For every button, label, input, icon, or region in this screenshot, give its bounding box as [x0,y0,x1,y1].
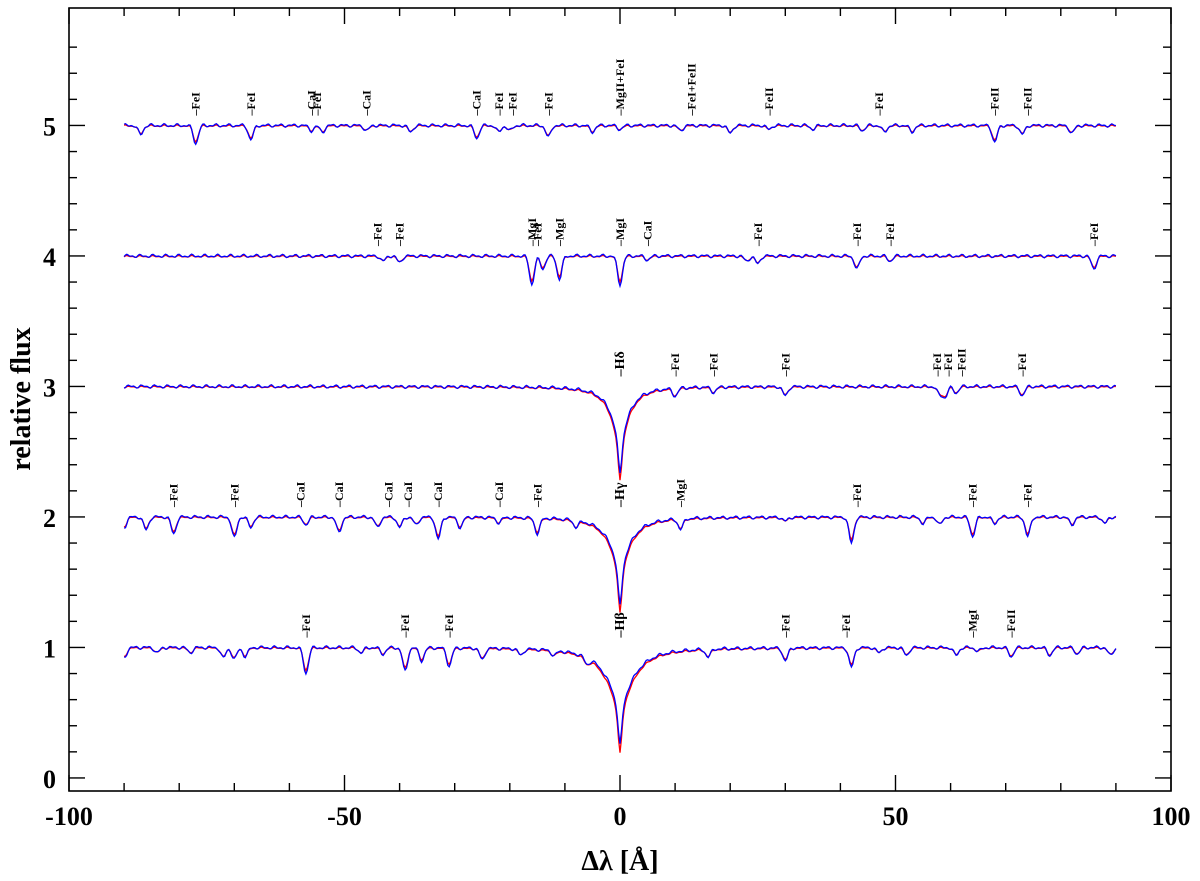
line-label: –FeI+FeII [685,63,699,116]
line-label: –FeI [1087,222,1101,247]
observed-spectrum-line [124,644,1117,744]
line-label: –FeII [988,87,1002,116]
line-label: –Hβ [613,612,628,638]
line-label: –CaI [641,220,655,247]
line-label: –FeI [1015,353,1029,378]
line-label: –FeI [930,353,944,378]
spectrum-panel-5 [123,122,1116,146]
model-spectrum-line [123,385,1116,481]
line-label: –FeI [299,614,313,639]
line-label: –FeI [189,92,203,117]
line-label: –FeI [778,353,792,378]
spectrum-panel-3 [123,383,1117,481]
y-tick-label: 2 [43,504,56,533]
spectra-series [123,122,1117,753]
observed-spectrum-line [123,122,1116,146]
model-spectrum-line [123,515,1117,613]
x-tick-label: 50 [883,802,909,831]
axis-ticks [68,8,1172,791]
line-label: –FeI [393,222,407,247]
y-tick-label: 1 [43,634,56,663]
y-tick-label: 3 [43,373,56,402]
line-label: –MgI [674,479,688,508]
axis-tick-labels: -100 -50 0 50 100 0 1 2 3 4 5 [43,112,1191,831]
line-label: –FeI [492,92,506,117]
line-label: –FeI [506,92,520,117]
line-label: –CaI [492,481,506,508]
line-label: –FeI [941,353,955,378]
line-label: –Hδ [613,351,628,377]
line-label: –MgI [552,218,566,247]
line-label: –FeI [707,353,721,378]
line-label: –FeI [1021,483,1035,508]
spectrum-panel-2 [123,514,1117,613]
spectrum-panel-4 [123,253,1117,289]
line-label: –FeI [850,222,864,247]
observed-spectrum-line [123,514,1117,605]
line-label: –FeI [668,353,682,378]
x-tick-label: -50 [327,802,362,831]
line-label: –CaI [401,481,415,508]
line-label: –FeI [398,614,412,639]
line-label: –FeI [541,92,555,117]
line-label: –FeI [167,483,181,508]
line-label: –CaI [431,481,445,508]
line-label: –FeI [244,92,258,117]
x-tick-label: 0 [614,802,627,831]
x-tick-label: -100 [45,802,93,831]
line-label: –FeI [310,92,324,117]
line-label: –MgI [613,218,627,247]
line-label: –FeI [850,483,864,508]
line-label: –CaI [382,481,396,508]
line-label: –FeI [530,483,544,508]
y-tick-label: 5 [43,112,56,141]
x-tick-label: 100 [1152,802,1191,831]
line-label: –CaI [360,90,374,117]
model-spectrum-line [123,254,1117,284]
line-label: –FeI [872,92,886,117]
y-axis-title: relative flux [6,327,37,470]
line-label: –FeII [762,87,776,116]
line-label: –MgI [525,218,539,247]
y-tick-label: 0 [43,765,56,794]
line-label: –MgI [966,609,980,638]
line-label: –CaI [332,481,346,508]
line-label: –FeII [955,348,969,377]
observed-spectrum-line [123,253,1117,289]
line-label: –FeII [1021,87,1035,116]
line-label: –FeI [442,614,456,639]
spectral-line-labels: –FeI –FeI –CaI–FeI –CaI –CaI –FeI –FeI –FeI –MgI… [167,58,1101,638]
line-label: –FeI [371,222,385,247]
model-spectrum-line [123,646,1117,753]
line-label: –CaI [293,481,307,508]
y-tick-label: 4 [43,243,56,272]
line-label: –FeI [751,222,765,247]
line-label: –FeI [778,614,792,639]
x-axis-title: Δλ [Å] [581,846,658,877]
line-label: –FeI [530,222,544,247]
observed-spectrum-line [123,383,1117,474]
line-label: –FeI [839,614,853,639]
line-label: –MgII+FeI [613,58,627,116]
line-label: –Hγ [613,482,628,508]
line-label: –CaI [304,90,318,117]
line-label: –FeII [1004,609,1018,638]
line-label: –FeI [966,483,980,508]
line-label: –FeI [883,222,897,247]
spectrum-panel-1 [123,644,1117,753]
line-label: –FeI [227,483,241,508]
line-label: –CaI [470,90,484,117]
